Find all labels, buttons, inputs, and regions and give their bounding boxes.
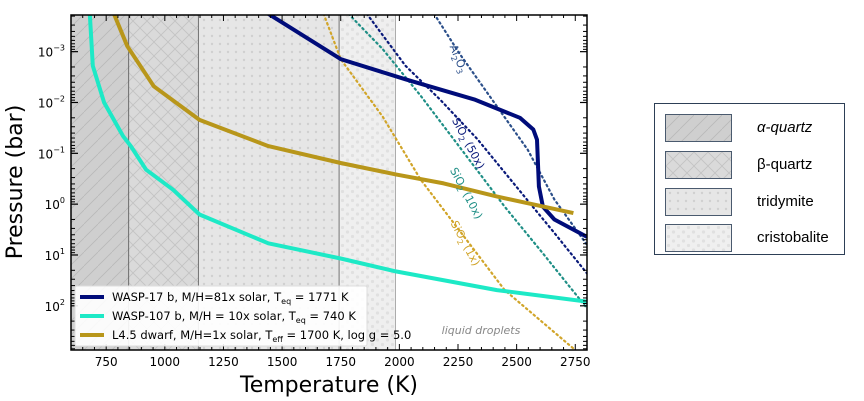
beta-quartz-swatch: [665, 151, 732, 179]
x-tick-label: 2750: [560, 355, 591, 369]
legend-label: WASP-107 b, M/H = 10x solar, Teq = 740 K: [112, 309, 356, 325]
phase-legend-label: tridymite: [757, 193, 814, 210]
x-axis-label: Temperature (K): [239, 373, 418, 398]
x-tick-label: 2500: [501, 355, 532, 369]
series-line: [112, 15, 574, 216]
y-tick-label: 10−1: [38, 145, 65, 161]
legend-label: WASP-17 b, M/H=81x solar, Teq = 1771 K: [112, 290, 349, 306]
phase-legend: α-quartz β-quartz tridymite cristobalite: [654, 103, 845, 255]
liquid-droplets-label: liquid droplets: [442, 324, 521, 337]
phase-legend-item: β-quartz: [665, 151, 840, 181]
phase-legend-label: α-quartz: [757, 119, 813, 136]
alpha-quartz-swatch: [665, 114, 732, 142]
legend: WASP-17 b, M/H=81x solar, Teq = 1771 K WA…: [74, 285, 411, 347]
y-tick-label: 102: [45, 298, 65, 314]
x-tick-label: 1500: [267, 355, 298, 369]
y-axis-label: Pressure (bar): [3, 105, 28, 260]
x-tick-label: 2250: [443, 355, 474, 369]
phase-legend-label: cristobalite: [757, 229, 829, 246]
y-tick-label: 10−2: [38, 94, 65, 110]
axis-ticks: 750 1000 1250 1500 1750 2000 2250 2500 2750 10−3 1…: [38, 15, 591, 369]
condensation-curve: [348, 15, 587, 310]
phase-legend-item: cristobalite: [665, 224, 840, 254]
phase-legend-item: α-quartz: [665, 114, 840, 144]
condensation-curve-label: SiO2 (50x): [447, 115, 487, 172]
legend-label: L4.5 dwarf, M/H=1x solar, Teff = 1700 K,…: [112, 328, 411, 344]
x-tick-label: 1000: [150, 355, 181, 369]
phase-legend-item: tridymite: [665, 188, 840, 218]
x-tick-label: 1250: [208, 355, 239, 369]
y-tick-label: 100: [45, 196, 65, 212]
y-tick-label: 10−3: [38, 44, 65, 60]
condensation-curve: [433, 15, 587, 246]
cristobalite-swatch: [665, 224, 732, 252]
x-tick-label: 750: [95, 355, 118, 369]
condensation-curve-label: Al2O3: [445, 43, 470, 76]
series-line: [87, 15, 587, 304]
curves: [87, 15, 587, 350]
condensation-curve-label: SiO2 (1x): [446, 219, 482, 270]
tridymite-swatch: [665, 188, 732, 216]
phase-legend-label: β-quartz: [757, 156, 813, 173]
x-tick-label: 2000: [384, 355, 415, 369]
x-tick-label: 1750: [325, 355, 356, 369]
series-line: [267, 15, 587, 239]
condensation-curve: [366, 15, 587, 275]
y-tick-label: 101: [45, 247, 65, 263]
